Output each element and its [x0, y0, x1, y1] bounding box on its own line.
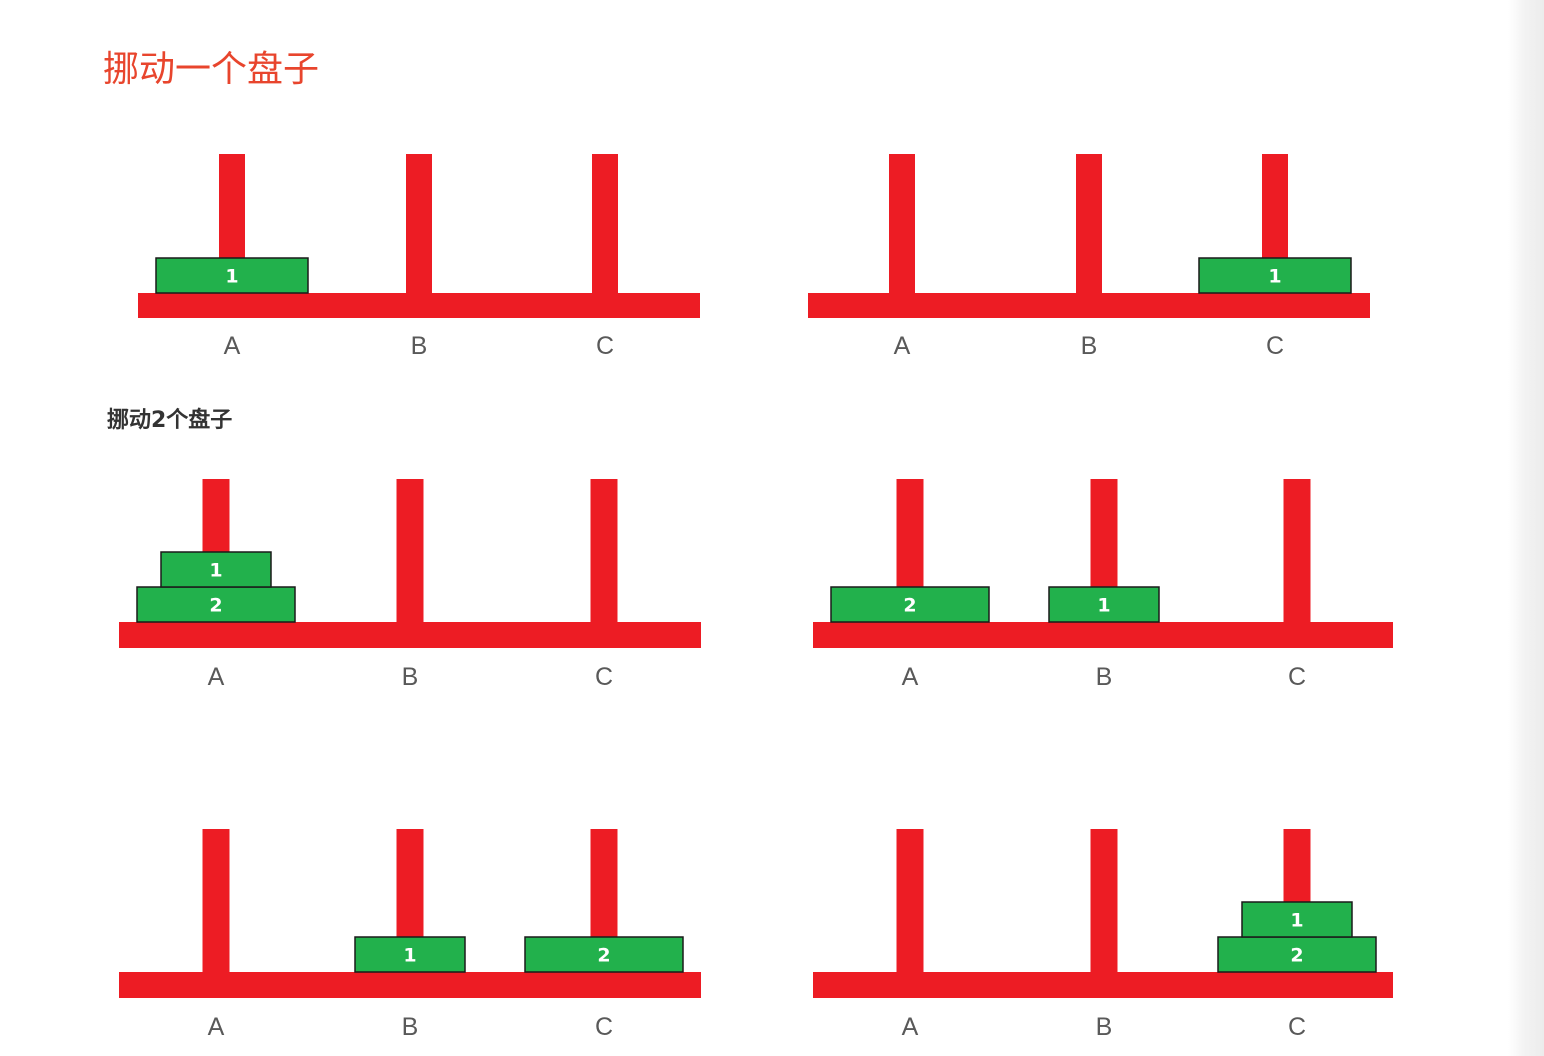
peg-label-b: B	[402, 663, 419, 691]
hanoi-diagram-svg: A B C 1 2	[119, 829, 701, 1041]
disk-label-2: 2	[1290, 945, 1303, 967]
disk-1	[1048, 586, 1160, 623]
disk-2	[1217, 936, 1377, 973]
disk-label-2: 2	[597, 945, 610, 967]
peg-label-c: C	[596, 332, 614, 360]
disk-label-1: 1	[403, 945, 416, 967]
disk-label-1: 1	[209, 560, 222, 582]
hanoi-diagram-svg: A B C 1	[808, 154, 1370, 360]
disk-1	[1241, 901, 1353, 938]
base-bar	[813, 622, 1393, 648]
hanoi-diagram-svg: A B C 2 1	[119, 479, 701, 691]
hanoi-diagram-3: A B C 2 1	[119, 479, 701, 697]
peg-label-a: A	[902, 1013, 919, 1041]
rod-b	[396, 479, 424, 623]
hanoi-diagram-2: A B C 1	[808, 154, 1370, 366]
peg-label-b: B	[1081, 332, 1098, 360]
peg-label-b: B	[411, 332, 428, 360]
disk-label-1: 1	[1097, 595, 1110, 617]
section-title-two-disks: 挪动2个盘子	[107, 408, 233, 433]
section-title-one-disk: 挪动一个盘子	[103, 49, 320, 90]
peg-label-a: A	[224, 332, 241, 360]
disk-1	[354, 936, 466, 973]
peg-label-c: C	[1288, 663, 1306, 691]
disk-label-2: 2	[903, 595, 916, 617]
base-bar	[119, 622, 701, 648]
rod-b	[406, 154, 432, 294]
disk-1	[160, 551, 272, 588]
rod-b	[1090, 829, 1118, 973]
disk-label-1: 1	[1268, 266, 1281, 288]
rod-b	[1076, 154, 1102, 294]
rod-a	[202, 829, 230, 973]
rod-c	[1283, 479, 1311, 623]
peg-label-c: C	[1266, 332, 1284, 360]
rod-c	[590, 479, 618, 623]
hanoi-diagram-6: A B C 2 1	[813, 829, 1393, 1047]
disk-label-2: 2	[209, 595, 222, 617]
peg-label-b: B	[1096, 663, 1113, 691]
disk-2	[524, 936, 684, 973]
base-bar	[119, 972, 701, 998]
hanoi-diagram-1: A B C 1	[138, 154, 700, 366]
peg-label-c: C	[595, 1013, 613, 1041]
hanoi-diagram-svg: A B C 2 1	[813, 829, 1393, 1041]
base-bar	[138, 293, 700, 318]
hanoi-diagram-svg: A B C 2 1	[813, 479, 1393, 691]
hanoi-diagram-svg: A B C 1	[138, 154, 700, 360]
page-edge-shadow	[1508, 0, 1544, 1056]
peg-label-a: A	[902, 663, 919, 691]
rod-c	[592, 154, 618, 294]
disk-1	[155, 257, 309, 294]
disk-label-1: 1	[225, 266, 238, 288]
hanoi-diagram-5: A B C 1 2	[119, 829, 701, 1047]
rod-a	[896, 829, 924, 973]
disk-label-1: 1	[1290, 910, 1303, 932]
rod-a	[889, 154, 915, 294]
peg-label-c: C	[1288, 1013, 1306, 1041]
peg-label-a: A	[894, 332, 911, 360]
peg-label-a: A	[208, 663, 225, 691]
peg-label-b: B	[402, 1013, 419, 1041]
base-bar	[808, 293, 1370, 318]
disk-2	[830, 586, 990, 623]
peg-label-b: B	[1096, 1013, 1113, 1041]
peg-label-a: A	[208, 1013, 225, 1041]
base-bar	[813, 972, 1393, 998]
hanoi-diagram-4: A B C 2 1	[813, 479, 1393, 697]
disk-1	[1198, 257, 1352, 294]
peg-label-c: C	[595, 663, 613, 691]
